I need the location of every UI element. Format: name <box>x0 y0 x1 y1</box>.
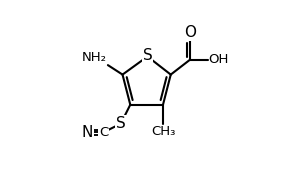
Text: S: S <box>116 116 126 131</box>
Text: NH₂: NH₂ <box>82 51 107 64</box>
Text: OH: OH <box>209 53 229 66</box>
Text: C: C <box>99 126 108 139</box>
Text: S: S <box>142 48 153 63</box>
Text: N: N <box>81 125 93 140</box>
Text: CH₃: CH₃ <box>151 125 175 138</box>
Text: O: O <box>184 25 196 40</box>
